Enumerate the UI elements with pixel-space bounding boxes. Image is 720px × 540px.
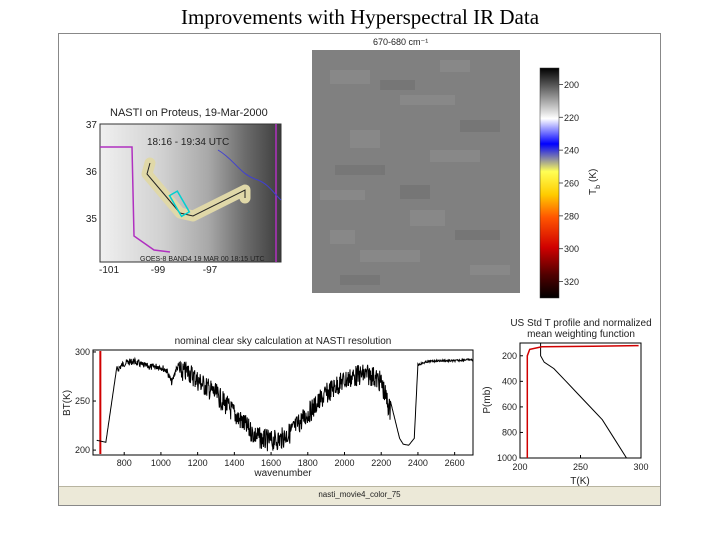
slide-title: Improvements with Hyperspectral IR Data (180, 5, 540, 29)
colorbar-tick-label: 300 (564, 244, 579, 254)
colorbar-tick-label: 220 (564, 113, 579, 123)
spectrum-x-tick-label: 1800 (298, 458, 318, 468)
map-annotation: 18:16 - 19:34 UTC (147, 137, 229, 148)
colorbar-tick-label: 200 (564, 80, 579, 90)
colorbar-tick-label: 280 (564, 211, 579, 221)
flight-track-line (146, 162, 246, 217)
profile-title: US Std T profile and normalized (510, 318, 651, 329)
profile-x-axis-label: T(K) (570, 476, 589, 487)
profile-x-tick-label: 250 (573, 462, 588, 472)
profile-subtitle: mean weighting function (527, 329, 635, 340)
spectrum-y-tick-label: 200 (75, 445, 90, 455)
spectrum-x-tick-label: 2400 (408, 458, 428, 468)
colorbar-tick-label: 240 (564, 146, 579, 156)
profile-y-tick-label: 400 (502, 376, 517, 386)
colorbar-tick-label: 260 (564, 179, 579, 189)
spectrum-x-tick-label: 2200 (371, 458, 391, 468)
heatmap-texture (320, 60, 510, 275)
spectrum-x-tick-label: 800 (117, 458, 132, 468)
profile-panel: US Std T profile and normalized mean wei… (482, 318, 652, 487)
spectrum-y-axis-label: BT(K) (62, 390, 73, 416)
spectrum-x-tick-label: 1200 (188, 458, 208, 468)
profile-axes (519, 342, 642, 459)
profile-y-axis-label: P(mb) (482, 386, 493, 413)
profile-y-tick-label: 200 (502, 351, 517, 361)
weighting-function-line (526, 344, 639, 458)
colorbar (539, 67, 560, 299)
map-x-tick-label: -97 (203, 265, 218, 276)
profile-y-tick-label: 1000 (497, 453, 517, 463)
profile-x-tick-label: 300 (633, 462, 648, 472)
heatmap-title: 670-680 cm⁻¹ (373, 37, 428, 47)
spectrum-title: nominal clear sky calculation at NASTI r… (175, 336, 392, 347)
spectrum-x-tick-label: 1400 (224, 458, 244, 468)
state-border (100, 146, 171, 253)
river (217, 149, 282, 201)
spectrum-panel: nominal clear sky calculation at NASTI r… (62, 336, 474, 479)
heatmap-panel: 670-680 cm⁻¹ 200 220 240 260 280 300 320 Tb(K) (312, 37, 602, 299)
profile-y-tick-label: 600 (502, 402, 517, 412)
map-y-tick-label: 36 (86, 167, 98, 178)
map-x-tick-label: -101 (99, 265, 119, 276)
status-caption: nasti_movie4_color_75 (318, 490, 401, 499)
spectrum-x-tick-label: 2000 (334, 458, 354, 468)
map-x-tick-label: -99 (151, 265, 166, 276)
brightness-temperature-spectrum (96, 356, 474, 452)
spectrum-x-tick-label: 1600 (261, 458, 281, 468)
spectrum-x-tick-label: 2600 (445, 458, 465, 468)
profile-x-tick-label: 200 (512, 462, 527, 472)
colorbar-label: Tb(K) (588, 169, 602, 195)
status-bar: nasti_movie4_color_75 (59, 486, 660, 505)
map-footer: GOES-8 BAND4 19 MAR 00 18:15 UTC (140, 256, 265, 263)
spectrum-x-axis-label: wavenumber (253, 468, 312, 479)
satellite-image (99, 123, 282, 263)
temperature-profile-line (540, 343, 627, 459)
flight-segment-highlight (168, 190, 191, 218)
map-y-tick-label: 37 (86, 120, 98, 131)
colorbar-tick-label: 320 (564, 277, 579, 287)
spectrum-y-tick-label: 250 (75, 396, 90, 406)
spectrum-y-tick-label: 300 (75, 347, 90, 357)
map-title: NASTI on Proteus, 19-Mar-2000 (110, 107, 268, 119)
spectrum-x-tick-label: 1000 (151, 458, 171, 468)
heatmap-texture-dark (335, 80, 500, 285)
profile-y-tick-label: 800 (502, 427, 517, 437)
map-panel: NASTI on Proteus, 19-Mar-2000 18:16 - 19… (86, 107, 282, 276)
map-y-tick-label: 35 (86, 214, 98, 225)
